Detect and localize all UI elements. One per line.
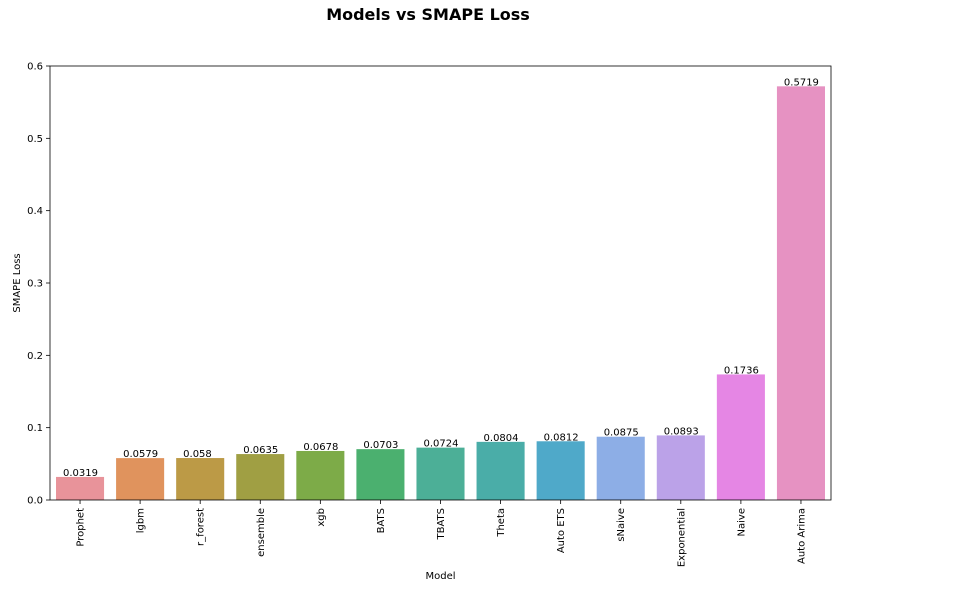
bar-bats [356,449,405,500]
bar-naive [716,374,765,500]
data-label: 0.0635 [243,445,278,456]
bar-lgbm [116,458,165,500]
x-tick-label: Auto Arima [796,508,807,564]
x-tick-label: BATS [376,508,387,533]
bar-ensemble [236,454,285,500]
bar-snaive [596,436,645,500]
bar-exponential [656,435,705,500]
x-tick-label: Exponential [676,508,687,567]
bar-auto-arima [776,86,825,500]
data-label: 0.0812 [544,432,579,443]
x-tick-label: xgb [316,508,327,527]
x-tick-label: lgbm [136,508,147,533]
data-label: 0.1736 [724,365,759,376]
x-tick-label: Prophet [76,508,87,547]
y-axis-label: SMAPE Loss [12,253,23,312]
bar-r-forest [176,458,225,500]
x-tick-label: Auto ETS [556,508,567,553]
data-label: 0.0703 [363,440,398,451]
bar-auto-ets [536,441,585,500]
x-tick-label: ensemble [256,508,267,557]
data-label: 0.0893 [664,426,699,437]
x-tick-label: Theta [496,508,507,538]
bar-tbats [416,447,465,500]
bar-theta [476,441,525,500]
data-label: 0.0579 [123,449,158,460]
data-label: 0.0875 [604,428,639,439]
y-tick-label: 0.4 [27,206,43,217]
x-tick-label: Naive [736,508,747,536]
y-tick-label: 0.0 [27,496,43,507]
data-label: 0.058 [183,449,212,460]
y-tick-label: 0.5 [27,134,43,145]
data-label: 0.0678 [303,442,338,453]
data-label: 0.0319 [63,468,98,479]
x-tick-label: r_forest [196,508,207,546]
chart-title: Models vs SMAPE Loss [326,5,530,24]
plot-area: 0.0319 Prophet 0.0579 lgbm 0.058 r_forest 0.06… [27,62,832,567]
data-label: 0.0804 [484,433,519,444]
bar-prophet [56,476,105,500]
data-label: 0.0724 [423,439,458,450]
y-tick-label: 0.2 [27,351,43,362]
y-tick-label: 0.1 [27,423,43,434]
y-tick-label: 0.3 [27,279,43,290]
data-label: 0.5719 [784,77,819,88]
y-tick-label: 0.6 [27,62,43,73]
axes-frame [49,65,832,501]
x-tick-label: sNaive [616,508,627,542]
x-tick-label: TBATS [436,508,447,541]
x-axis-label: Model [425,571,455,582]
bar-xgb [296,450,345,500]
